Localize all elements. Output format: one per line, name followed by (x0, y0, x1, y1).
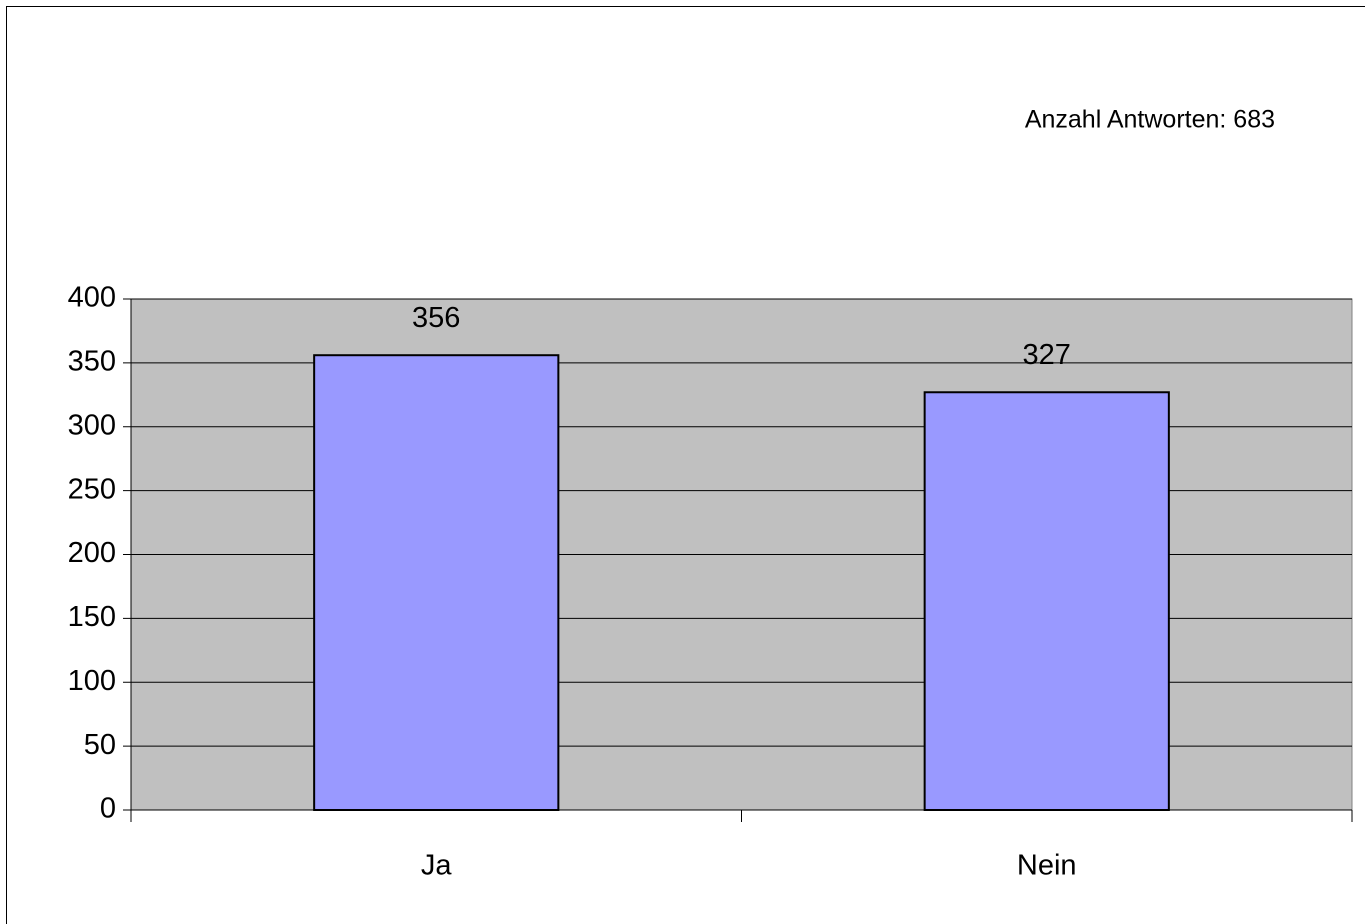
y-tick-label: 100 (68, 665, 116, 697)
x-tick-label: Ja (421, 850, 453, 882)
y-tick-label: 50 (84, 729, 116, 761)
y-tick-label: 0 (100, 793, 116, 825)
bar (923, 391, 1170, 811)
value-label: 356 (412, 302, 460, 334)
annotation: Anzahl Antworten: 683 (1025, 106, 1275, 134)
y-tick-label: 350 (68, 346, 116, 378)
bar (313, 354, 560, 811)
y-tick-label: 400 (68, 282, 116, 314)
y-tick-label: 150 (68, 601, 116, 633)
value-label: 327 (1023, 339, 1071, 371)
y-tick-label: 200 (68, 537, 116, 569)
x-tick-label: Nein (1017, 850, 1077, 882)
y-tick-label: 300 (68, 409, 116, 441)
y-tick-label: 250 (68, 473, 116, 505)
